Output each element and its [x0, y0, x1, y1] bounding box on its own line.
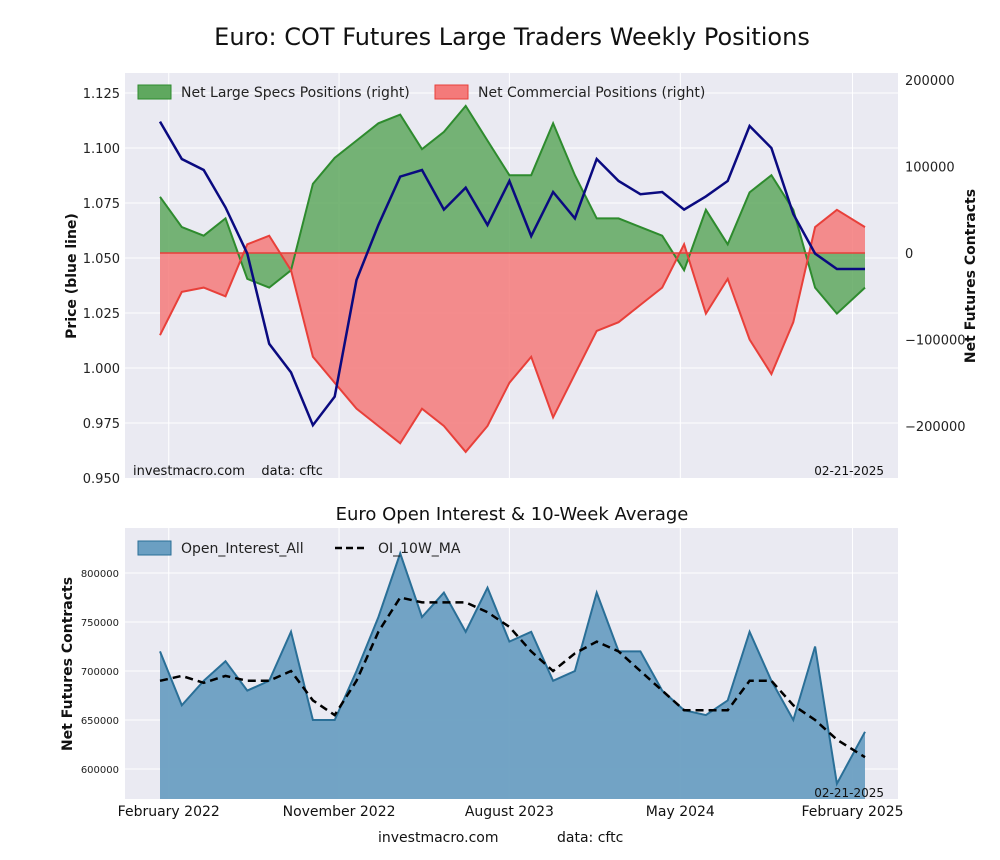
- bottom-series: [159, 550, 866, 799]
- price-axis-ticks: 1.125 1.100 1.075 1.050 1.025 1.000 0.975 0.950: [83, 87, 120, 487]
- x-tick-label: February 2022: [118, 804, 220, 820]
- price-tick-label: 1.125: [83, 87, 120, 102]
- x-tick-label: August 2023: [465, 804, 554, 820]
- oi-tick-label: 750000: [81, 618, 119, 629]
- oi-tick-label: 800000: [81, 569, 119, 580]
- oi-area: [160, 553, 865, 799]
- price-tick-label: 1.100: [83, 142, 120, 157]
- legend-swatch-specs: [137, 84, 172, 100]
- top-watermark: investmacro.com data: cftc: [133, 464, 323, 479]
- positions-tick-label: 0: [905, 247, 913, 262]
- positions-tick-label: 100000: [905, 161, 955, 176]
- price-tick-label: 1.025: [83, 307, 120, 322]
- positions-tick-label: −200000: [905, 420, 966, 435]
- commercial-line: [159, 208, 866, 454]
- oi-tick-label: 700000: [81, 667, 119, 678]
- footer-site: investmacro.com: [378, 830, 498, 846]
- footer-source: data: cftc: [557, 830, 623, 846]
- price-tick-label: 0.975: [83, 417, 120, 432]
- x-tick-label: May 2024: [646, 804, 715, 820]
- top-legend: Net Large Specs Positions (right) Net Co…: [137, 84, 705, 101]
- oi-tick-label: 650000: [81, 716, 119, 727]
- specs-line: [159, 104, 866, 316]
- commercial-area: [160, 209, 865, 452]
- price-tick-label: 1.000: [83, 362, 120, 377]
- x-axis-ticks: February 2022 November 2022 August 2023 May…: [118, 804, 904, 820]
- oi-axis-ticks: 800000 750000 700000 650000 600000: [81, 569, 119, 776]
- bottom-date-stamp: 02-21-2025: [814, 786, 884, 800]
- legend-swatch-oi: [137, 540, 172, 556]
- legend-label-comm: Net Commercial Positions (right): [478, 85, 705, 101]
- oi-tick-label: 600000: [81, 765, 119, 776]
- positions-tick-label: −100000: [905, 334, 966, 349]
- price-tick-label: 1.075: [83, 197, 120, 212]
- price-line: [158, 120, 865, 428]
- x-tick-label: November 2022: [283, 804, 396, 820]
- top-series: [158, 104, 866, 454]
- oi-ma-line: [159, 596, 866, 759]
- legend-label-specs: Net Large Specs Positions (right): [181, 85, 410, 101]
- bottom-legend: Open_Interest_All OI_10W_MA: [137, 540, 461, 557]
- price-tick-label: 1.050: [83, 252, 120, 267]
- oi-line: [159, 550, 866, 787]
- positions-tick-label: 200000: [905, 74, 955, 89]
- chart-title: Euro: COT Futures Large Traders Weekly P…: [214, 23, 810, 51]
- price-axis-label: Price (blue line): [64, 213, 80, 339]
- positions-axis-label: Net Futures Contracts: [963, 189, 979, 363]
- legend-label-ma: OI_10W_MA: [378, 541, 461, 557]
- oi-axis-label: Net Futures Contracts: [60, 577, 76, 751]
- x-tick-label: February 2025: [801, 804, 903, 820]
- positions-axis-ticks: 200000 100000 0 −100000 −200000: [905, 74, 966, 435]
- bottom-chart-title: Euro Open Interest & 10-Week Average: [336, 504, 689, 525]
- price-tick-label: 0.950: [83, 472, 120, 487]
- top-date-stamp: 02-21-2025: [814, 464, 884, 478]
- legend-swatch-comm: [434, 84, 469, 100]
- legend-label-oi: Open_Interest_All: [181, 541, 304, 557]
